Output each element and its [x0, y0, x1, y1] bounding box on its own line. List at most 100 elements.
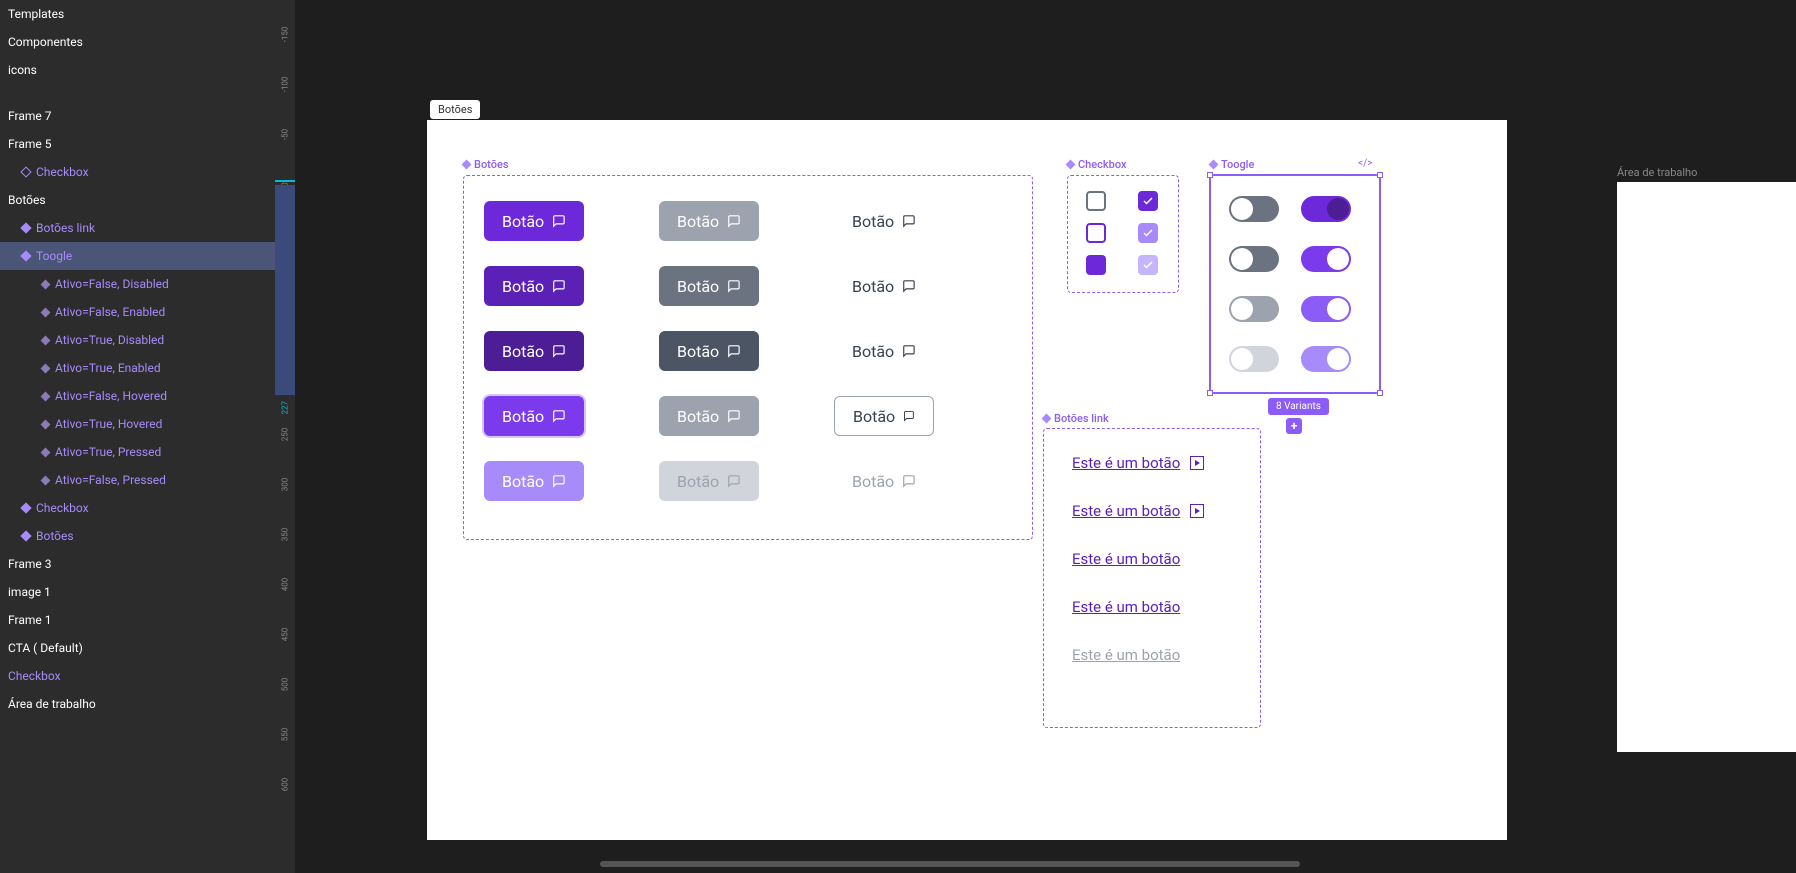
section-header-toogle[interactable]: Toogle	[1210, 158, 1254, 171]
checkbox-filled-purple[interactable]	[1086, 255, 1106, 275]
layer-label: Botões link	[36, 221, 95, 235]
button-ghost-pressed[interactable]: Botão	[834, 331, 934, 371]
layer-label: Checkbox	[36, 501, 89, 515]
code-icon[interactable]: </>	[1358, 158, 1372, 169]
layer-item[interactable]: Ativo=True, Hovered	[0, 410, 275, 438]
layer-label: Ativo=True, Disabled	[55, 333, 164, 347]
layer-label: Toogle	[36, 249, 72, 263]
button-secondary-pressed[interactable]: Botão	[659, 331, 759, 371]
layer-item[interactable]: Componentes	[0, 28, 275, 56]
layer-item[interactable]: Ativo=False, Disabled	[0, 270, 275, 298]
layer-item[interactable]: Ativo=True, Pressed	[0, 438, 275, 466]
button-primary-hover[interactable]: Botão	[484, 266, 584, 306]
frame-title-label[interactable]: Botões	[430, 100, 480, 119]
layers-sidebar[interactable]: Templates Componentesicons Frame 7Frame 5 C…	[0, 0, 275, 873]
link-button-pressed[interactable]: Este é um botão	[1072, 550, 1204, 568]
component-icon	[1209, 160, 1219, 170]
section-header-botoes-link[interactable]: Botões link	[1043, 412, 1109, 425]
component-outline-icon	[20, 166, 31, 177]
layer-item[interactable]: Checkbox	[0, 158, 275, 186]
toggle-off-hovered[interactable]	[1229, 296, 1279, 322]
button-primary-default[interactable]: Botão	[484, 201, 584, 241]
layer-item[interactable]: Ativo=True, Disabled	[0, 326, 275, 354]
off-artboard[interactable]	[1617, 182, 1796, 752]
button-primary-disabled[interactable]: Botão	[484, 461, 584, 501]
layer-item[interactable]: Frame 7	[0, 102, 275, 130]
button-grid: Botão Botão Botão Botão Botão Botão Botã…	[464, 176, 1024, 526]
checkbox-grid	[1068, 176, 1184, 290]
layer-item[interactable]: Frame 3	[0, 550, 275, 578]
link-button-hover[interactable]: Este é um botão	[1072, 502, 1204, 520]
checkbox-component-frame[interactable]	[1067, 175, 1179, 293]
section-header-botoes[interactable]: Botões	[463, 158, 509, 171]
button-ghost-default[interactable]: Botão	[834, 201, 934, 241]
checkbox-checked-light[interactable]	[1138, 223, 1158, 243]
add-variant-button[interactable]: +	[1286, 418, 1302, 434]
layer-item[interactable]: CTA ( Default)	[0, 634, 275, 662]
toggle-off-enabled[interactable]	[1229, 246, 1279, 272]
link-button-list: Este é um botão Este é um botão Este é u…	[1044, 429, 1232, 689]
layer-item[interactable]: Checkbox	[0, 494, 275, 522]
toggle-grid	[1211, 176, 1373, 392]
checkbox-checked-lighter[interactable]	[1138, 255, 1158, 275]
play-icon	[1190, 504, 1204, 518]
button-secondary-hover[interactable]: Botão	[659, 266, 759, 306]
layer-item[interactable]: Botões link	[0, 214, 275, 242]
layer-item[interactable]: Ativo=False, Hovered	[0, 382, 275, 410]
selection-handle-tr[interactable]	[1377, 172, 1383, 178]
layer-item[interactable]: Frame 5	[0, 130, 275, 158]
layer-item[interactable]: icons	[0, 56, 275, 84]
toggle-knob	[1327, 198, 1349, 220]
link-button-focus[interactable]: Este é um botão	[1072, 598, 1204, 616]
variant-icon	[41, 335, 51, 345]
toggle-off-disabled[interactable]	[1229, 196, 1279, 222]
selection-handle-br[interactable]	[1377, 390, 1383, 396]
toggle-off-pressed[interactable]	[1229, 346, 1279, 372]
ruler-zero-marker	[275, 180, 295, 182]
button-primary-focus[interactable]: Botão	[484, 396, 584, 436]
variant-icon	[41, 307, 51, 317]
link-button-disabled[interactable]: Este é um botão	[1072, 646, 1204, 664]
layer-item[interactable]: Toogle	[0, 242, 275, 270]
checkbox-unchecked-gray[interactable]	[1086, 191, 1106, 211]
layer-item[interactable]: Checkbox	[0, 662, 275, 690]
button-secondary-disabled[interactable]: Botão	[659, 461, 759, 501]
toggle-on-pressed[interactable]	[1301, 296, 1351, 322]
layer-label: Checkbox	[36, 165, 89, 179]
link-button-default[interactable]: Este é um botão	[1072, 454, 1204, 472]
checkbox-unchecked-purple[interactable]	[1086, 223, 1106, 243]
scrollbar-thumb[interactable]	[600, 861, 1300, 867]
toggle-on-hovered[interactable]	[1301, 246, 1351, 272]
layer-label: Ativo=False, Hovered	[55, 389, 167, 403]
button-primary-pressed[interactable]: Botão	[484, 331, 584, 371]
button-secondary-focus[interactable]: Botão	[659, 396, 759, 436]
botoes-link-component-frame[interactable]: Este é um botão Este é um botão Este é u…	[1043, 428, 1261, 728]
variant-icon	[41, 363, 51, 373]
layer-item[interactable]: Frame 1	[0, 606, 275, 634]
message-icon	[902, 343, 916, 359]
toogle-component-frame[interactable]	[1210, 175, 1380, 393]
layer-label: Templates	[8, 7, 64, 21]
design-canvas[interactable]: Botões Área de trabalho Botões Botão Bot…	[295, 0, 1796, 873]
layer-item[interactable]: image 1	[0, 578, 275, 606]
check-icon	[1142, 259, 1154, 271]
button-secondary-default[interactable]: Botão	[659, 201, 759, 241]
layer-item[interactable]: Área de trabalho	[0, 690, 275, 718]
toggle-on-disabled[interactable]	[1301, 346, 1351, 372]
layer-item[interactable]: Ativo=True, Enabled	[0, 354, 275, 382]
button-ghost-disabled[interactable]: Botão	[834, 461, 934, 501]
section-header-checkbox[interactable]: Checkbox	[1067, 158, 1127, 171]
layer-item[interactable]: Botões	[0, 522, 275, 550]
botoes-component-frame[interactable]: Botão Botão Botão Botão Botão Botão Botã…	[463, 175, 1033, 540]
layer-item[interactable]: Ativo=False, Pressed	[0, 466, 275, 494]
button-ghost-hover[interactable]: Botão	[834, 266, 934, 306]
section-title: Botões link	[1054, 412, 1109, 425]
checkbox-checked[interactable]	[1138, 191, 1158, 211]
button-ghost-focus[interactable]: Botão	[834, 396, 934, 436]
toggle-on-enabled[interactable]	[1301, 196, 1351, 222]
layer-item[interactable]: Ativo=False, Enabled	[0, 298, 275, 326]
horizontal-scrollbar[interactable]	[590, 861, 1792, 869]
layer-item[interactable]: Templates	[0, 0, 275, 28]
layer-item[interactable]: Botões	[0, 186, 275, 214]
vertical-ruler: -150-100-5005010015020025030035040045050…	[275, 0, 295, 873]
